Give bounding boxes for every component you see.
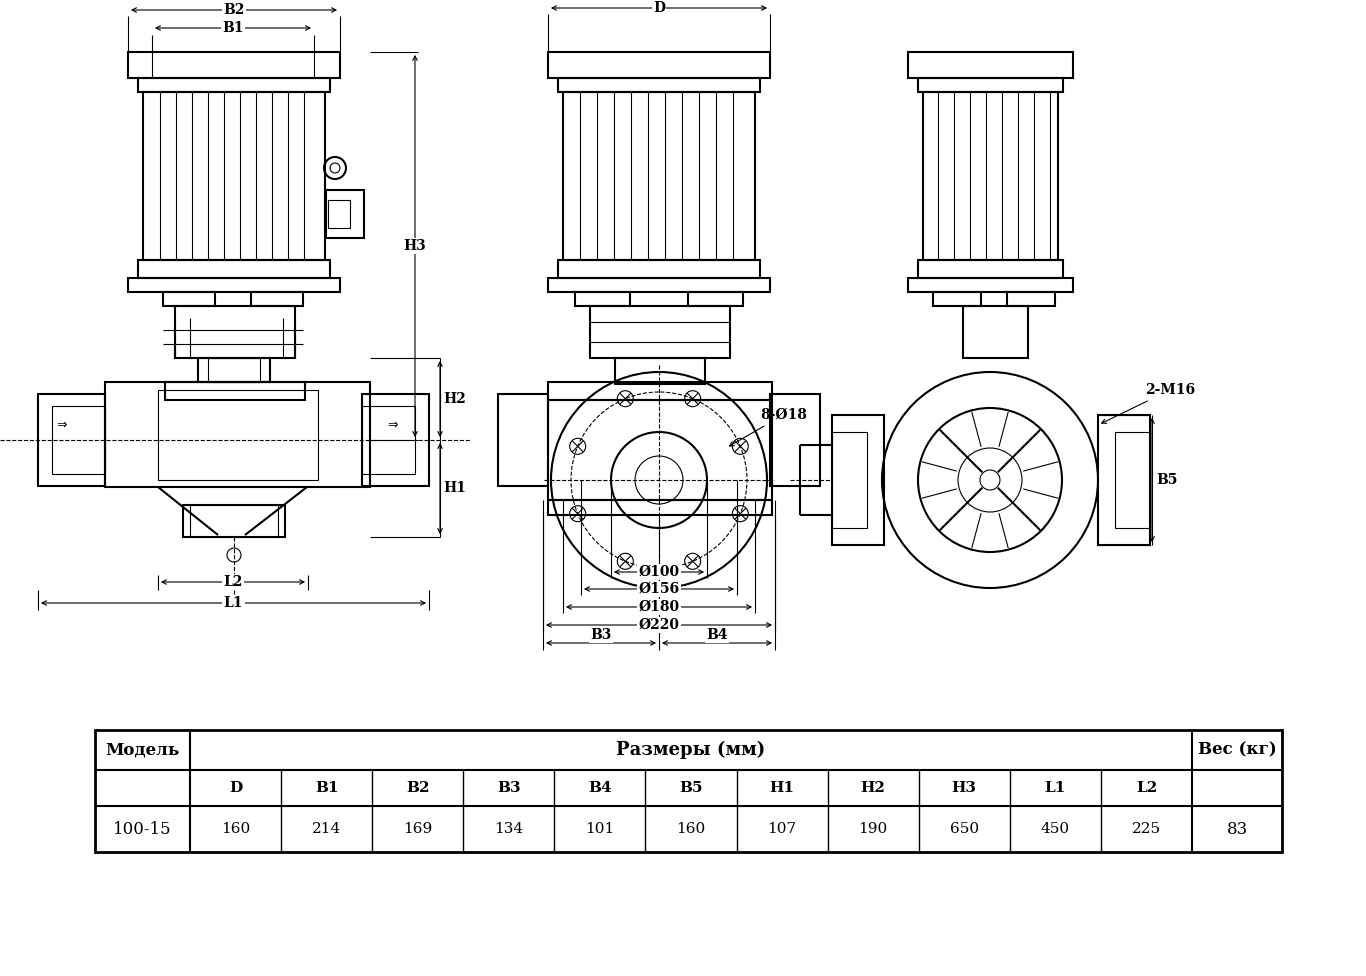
- Bar: [832, 432, 867, 528]
- Text: H1: H1: [444, 481, 466, 495]
- Text: B4: B4: [589, 781, 612, 795]
- Bar: [963, 306, 1029, 358]
- Text: 134: 134: [494, 822, 523, 836]
- Bar: [548, 278, 770, 292]
- Text: Вес (кг): Вес (кг): [1198, 742, 1276, 758]
- Bar: [190, 505, 279, 537]
- Bar: [96, 730, 1283, 852]
- Bar: [183, 505, 285, 537]
- Bar: [362, 394, 429, 486]
- Text: 160: 160: [676, 822, 706, 836]
- Text: 107: 107: [768, 822, 796, 836]
- Text: H3: H3: [403, 239, 426, 253]
- Bar: [362, 406, 415, 474]
- Bar: [1115, 432, 1150, 528]
- Text: 83: 83: [1227, 821, 1247, 837]
- Text: H1: H1: [769, 781, 795, 795]
- Text: Ø220: Ø220: [638, 618, 679, 632]
- Bar: [575, 292, 630, 306]
- Bar: [908, 52, 1074, 78]
- Bar: [548, 500, 772, 515]
- Bar: [548, 382, 772, 400]
- Bar: [908, 278, 1074, 292]
- Text: H3: H3: [952, 781, 977, 795]
- Text: Ø180: Ø180: [638, 600, 679, 614]
- Bar: [1007, 292, 1055, 306]
- Text: Модель: Модель: [105, 742, 179, 758]
- Bar: [557, 260, 759, 278]
- Text: L2: L2: [223, 575, 243, 589]
- Text: B4: B4: [706, 628, 728, 642]
- Text: B2: B2: [223, 3, 245, 17]
- Text: 225: 225: [1132, 822, 1161, 836]
- Text: 214: 214: [311, 822, 342, 836]
- Text: ⇒: ⇒: [388, 419, 399, 431]
- Bar: [832, 415, 884, 545]
- Text: D: D: [229, 781, 242, 795]
- Text: L2: L2: [1137, 781, 1157, 795]
- Bar: [933, 292, 981, 306]
- Text: B2: B2: [406, 781, 429, 795]
- Bar: [590, 306, 729, 358]
- Bar: [52, 406, 105, 474]
- Bar: [128, 52, 340, 78]
- Bar: [918, 78, 1063, 92]
- Text: L1: L1: [224, 596, 243, 610]
- Text: Размеры (мм): Размеры (мм): [616, 741, 765, 759]
- Bar: [615, 358, 705, 384]
- Bar: [548, 400, 772, 500]
- Text: B5: B5: [679, 781, 702, 795]
- Bar: [918, 260, 1063, 278]
- Bar: [1098, 415, 1150, 545]
- Text: 101: 101: [585, 822, 615, 836]
- Text: B3: B3: [497, 781, 520, 795]
- Text: H2: H2: [444, 392, 466, 406]
- Text: B1: B1: [314, 781, 339, 795]
- Bar: [328, 200, 350, 228]
- Bar: [770, 394, 820, 486]
- Bar: [251, 292, 303, 306]
- Text: B1: B1: [223, 21, 243, 35]
- Text: 450: 450: [1041, 822, 1070, 836]
- Bar: [38, 394, 105, 486]
- Bar: [563, 92, 755, 260]
- Bar: [175, 306, 295, 358]
- Bar: [557, 78, 759, 92]
- Bar: [105, 382, 370, 487]
- Text: Ø100: Ø100: [638, 565, 679, 579]
- Text: B3: B3: [590, 628, 612, 642]
- Text: H2: H2: [861, 781, 885, 795]
- Bar: [128, 278, 340, 292]
- Text: 2-M16: 2-M16: [1101, 383, 1195, 424]
- Bar: [138, 260, 331, 278]
- Bar: [163, 292, 214, 306]
- Bar: [548, 52, 770, 78]
- Text: 650: 650: [949, 822, 979, 836]
- Text: D: D: [653, 1, 665, 15]
- Bar: [208, 358, 260, 382]
- Bar: [158, 390, 318, 480]
- Bar: [688, 292, 743, 306]
- Text: 100-15: 100-15: [113, 821, 172, 837]
- Bar: [138, 78, 331, 92]
- Text: L1: L1: [1045, 781, 1065, 795]
- Text: 169: 169: [403, 822, 433, 836]
- Bar: [198, 358, 270, 382]
- Text: Ø156: Ø156: [638, 582, 679, 596]
- Bar: [165, 382, 305, 400]
- Text: ⇒: ⇒: [57, 419, 67, 431]
- Bar: [326, 190, 363, 238]
- Bar: [923, 92, 1059, 260]
- Text: 160: 160: [221, 822, 250, 836]
- Bar: [499, 394, 548, 486]
- Text: 8-Ø18: 8-Ø18: [729, 408, 807, 446]
- Text: 190: 190: [859, 822, 888, 836]
- Bar: [143, 92, 325, 260]
- Text: B5: B5: [1156, 473, 1177, 487]
